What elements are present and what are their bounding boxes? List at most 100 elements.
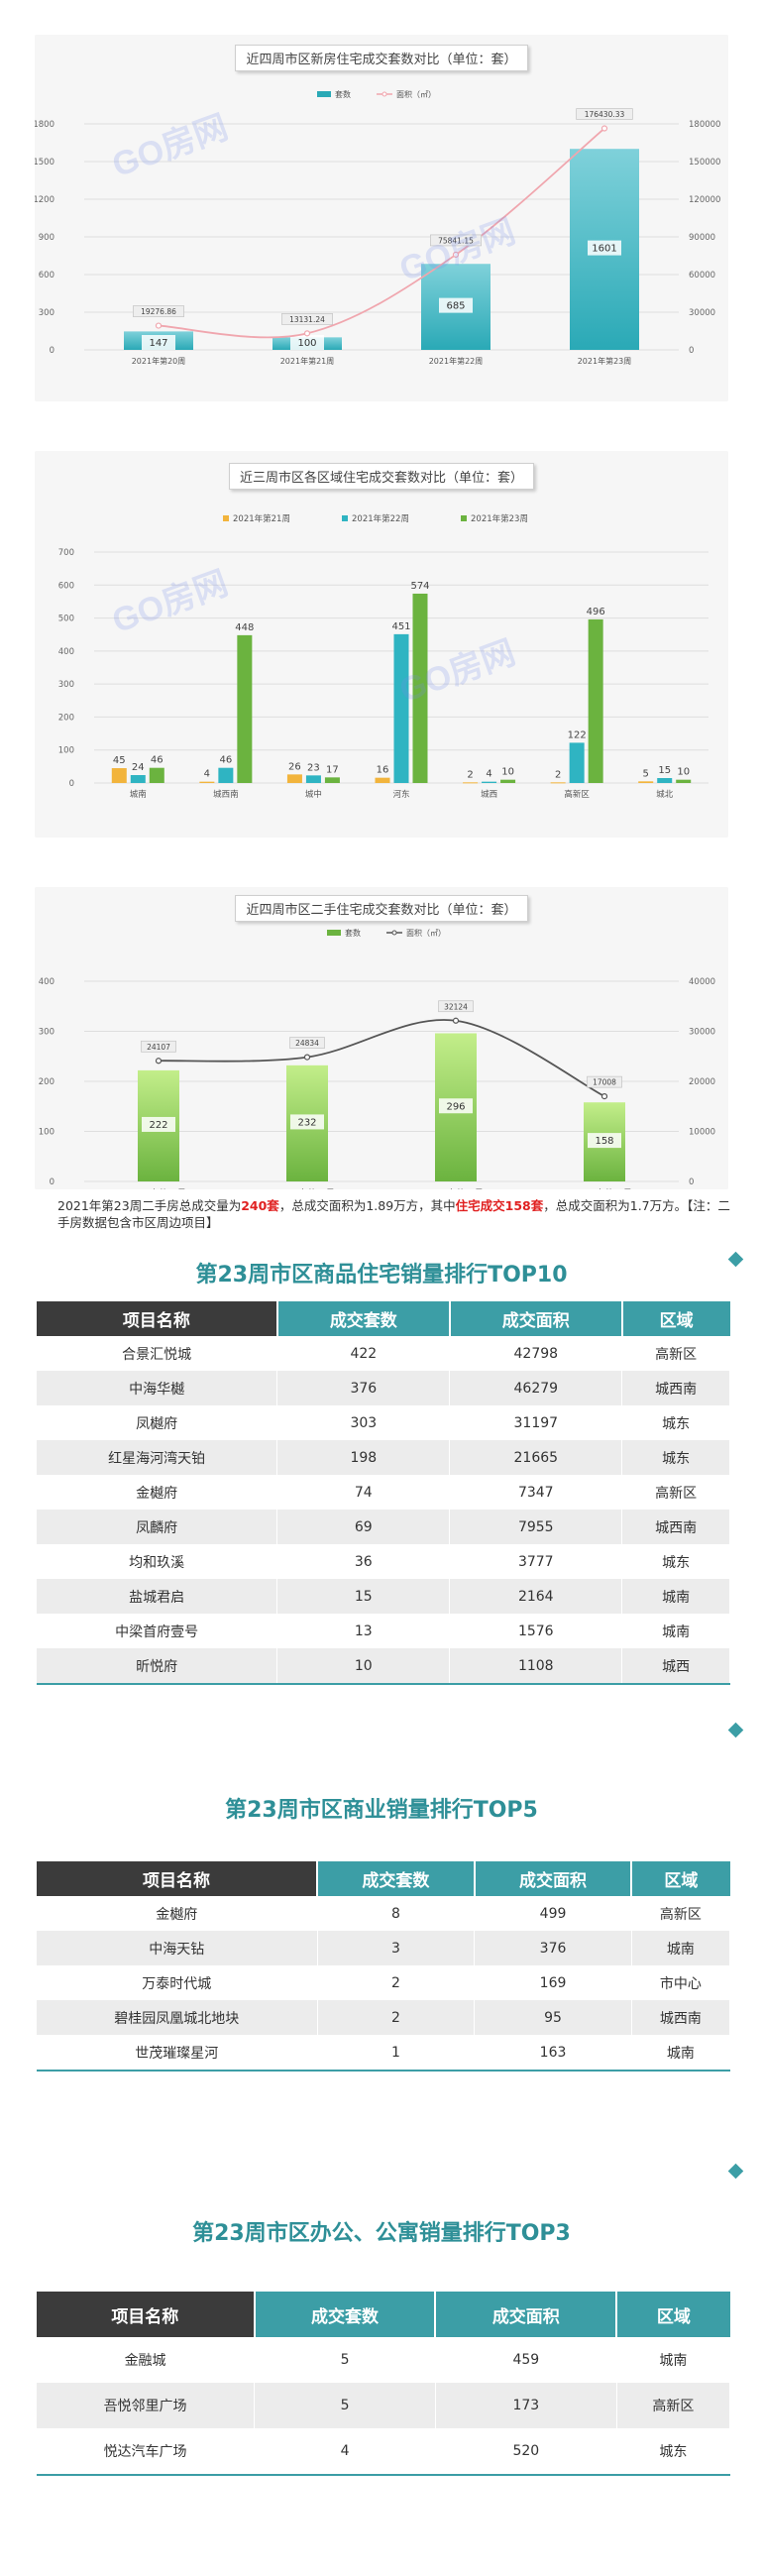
cell-project-name: 吾悦邻里广场 [37, 2383, 256, 2428]
cell-region: 城南 [621, 1614, 730, 1648]
table-row: 中梁首府壹号 13 1576 城南 [37, 1614, 730, 1648]
y-tick-label: 1200 [35, 195, 54, 205]
x-tick-label: 城西 [481, 790, 497, 800]
cell-area: 376 [474, 1931, 632, 1965]
bar [149, 767, 164, 783]
chart1-title: 近四周市区新房住宅成交套数对比（单位：套） [235, 45, 528, 71]
table-row: 金樾府 8 499 高新区 [37, 1896, 731, 1931]
legend-label: 面积（㎡） [406, 928, 446, 938]
y2-tick-label: 30000 [689, 1028, 715, 1038]
y2-tick-label: 0 [689, 1177, 694, 1187]
x-tick-label: 高新区 [564, 789, 590, 800]
x-tick-label: 城南 [130, 789, 147, 800]
summary-text: ，总成交面积为1.89万方，其中 [278, 1198, 456, 1213]
x-tick-label: 城西南 [213, 789, 239, 800]
summary-highlight: 住宅成交158套 [455, 1198, 544, 1213]
cell-region: 城东 [621, 1440, 730, 1475]
line-point [452, 251, 460, 259]
cell-region: 城西南 [621, 1371, 730, 1405]
bar-value-label: 296 [446, 1101, 465, 1112]
line-value-label: 24834 [295, 1039, 319, 1048]
cell-units: 10 [276, 1648, 451, 1685]
line-point [600, 1093, 608, 1100]
legend-label: 面积（㎡） [396, 89, 436, 99]
y-tick-label: 400 [58, 647, 74, 657]
y-tick-label: 300 [39, 1028, 54, 1038]
data-label-box [142, 1116, 175, 1132]
y-tick-label: 400 [39, 977, 54, 987]
cell-project-name: 凤樾府 [37, 1405, 278, 1440]
table-row: 万泰时代城 2 169 市中心 [37, 1965, 731, 2000]
cell-units: 2 [317, 1965, 476, 2000]
table3-title: 第23周市区办公、公寓销量排行TOP3 [192, 2221, 571, 2246]
cell-units: 74 [276, 1475, 451, 1510]
y-tick-label: 1500 [35, 158, 54, 168]
line-value-label: 19276.86 [141, 307, 176, 316]
bar-value-label: 4 [486, 769, 491, 780]
table1: 项目名称 成交套数 成交面积 区域 合景汇悦城 422 42798 高新区 中海华樾 37… [37, 1301, 730, 1685]
bar-value-label: 158 [595, 1136, 613, 1147]
cell-units: 8 [317, 1896, 476, 1931]
bar-value-label: 23 [307, 762, 320, 773]
cell-region: 城西 [621, 1648, 730, 1685]
y-tick-label: 100 [39, 1128, 54, 1138]
table-row: 悦达汽车广场 4 520 城东 [37, 2428, 731, 2476]
cell-area: 163 [474, 2035, 632, 2072]
bar [500, 779, 516, 783]
cell-project-name: 昕悦府 [37, 1648, 278, 1685]
cell-units: 36 [276, 1544, 451, 1579]
table-row: 均和玖溪 36 3777 城东 [37, 1544, 730, 1579]
cell-units: 4 [254, 2428, 436, 2476]
y2-tick-label: 40000 [689, 977, 715, 987]
cell-project-name: 悦达汽车广场 [37, 2428, 256, 2476]
bar [638, 781, 654, 783]
cell-units: 5 [254, 2383, 436, 2428]
bar-value-label: 451 [391, 621, 410, 632]
chart3-title: 近四周市区二手住宅成交套数对比（单位：套） [235, 895, 528, 922]
bar-value-label: 46 [151, 755, 164, 766]
line-label-box [438, 1000, 474, 1013]
cell-region: 城东 [621, 1405, 730, 1440]
cell-area: 173 [435, 2383, 617, 2428]
line-label-box [289, 1037, 325, 1049]
cell-region: 高新区 [631, 1896, 731, 1931]
cell-project-name: 红星海河湾天铂 [37, 1440, 278, 1475]
cell-project-name: 盐城君启 [37, 1579, 278, 1614]
y2-tick-label: 120000 [689, 195, 720, 205]
legend-swatch-bar [317, 91, 331, 97]
cell-region: 城南 [616, 2337, 731, 2383]
header-units: 成交套数 [317, 1861, 476, 1896]
y2-tick-label: 180000 [689, 120, 720, 130]
bar-value-label: 147 [149, 338, 167, 349]
line-value-label: 75841.15 [438, 236, 474, 245]
data-label-box [588, 240, 621, 256]
x-tick-label: 2021年第23周 [578, 1187, 632, 1189]
chart3-panel: 近四周市区二手住宅成交套数对比（单位：套） 0 100 200 300 400 0 1000… [35, 887, 728, 1189]
y2-tick-label: 90000 [689, 233, 715, 243]
data-label-box [588, 1133, 621, 1149]
line-value-label: 24107 [147, 1043, 170, 1052]
header-name: 项目名称 [37, 2292, 256, 2337]
bar [375, 777, 390, 783]
cell-units: 422 [276, 1336, 451, 1371]
y-tick-label: 300 [58, 680, 74, 690]
cell-project-name: 中海华樾 [37, 1371, 278, 1405]
chart3-svg: 0 100 200 300 400 0 10000 20000 30000 40000 套数 面积（㎡… [39, 928, 715, 1189]
cell-units: 376 [276, 1371, 451, 1405]
header-units: 成交套数 [276, 1301, 451, 1336]
cell-project-name: 凤麟府 [37, 1510, 278, 1544]
table-row: 合景汇悦城 422 42798 高新区 [37, 1336, 730, 1371]
bar-value-label: 26 [288, 761, 301, 772]
header-area: 成交面积 [435, 2292, 618, 2337]
bar [111, 768, 127, 783]
data-label-box [142, 335, 175, 350]
x-tick-label: 2021年第21周 [280, 356, 335, 366]
line-value-label: 13131.24 [289, 315, 325, 324]
x-tick-label: 2021年第23周 [578, 356, 632, 366]
cell-project-name: 金樾府 [37, 1896, 318, 1931]
cell-region: 市中心 [631, 1965, 731, 2000]
table-row: 凤麟府 69 7955 城西南 [37, 1510, 730, 1544]
cell-area: 7955 [449, 1510, 623, 1544]
cell-area: 459 [435, 2337, 617, 2383]
chart1-title-box: 近四周市区新房住宅成交套数对比（单位：套） [35, 45, 728, 71]
